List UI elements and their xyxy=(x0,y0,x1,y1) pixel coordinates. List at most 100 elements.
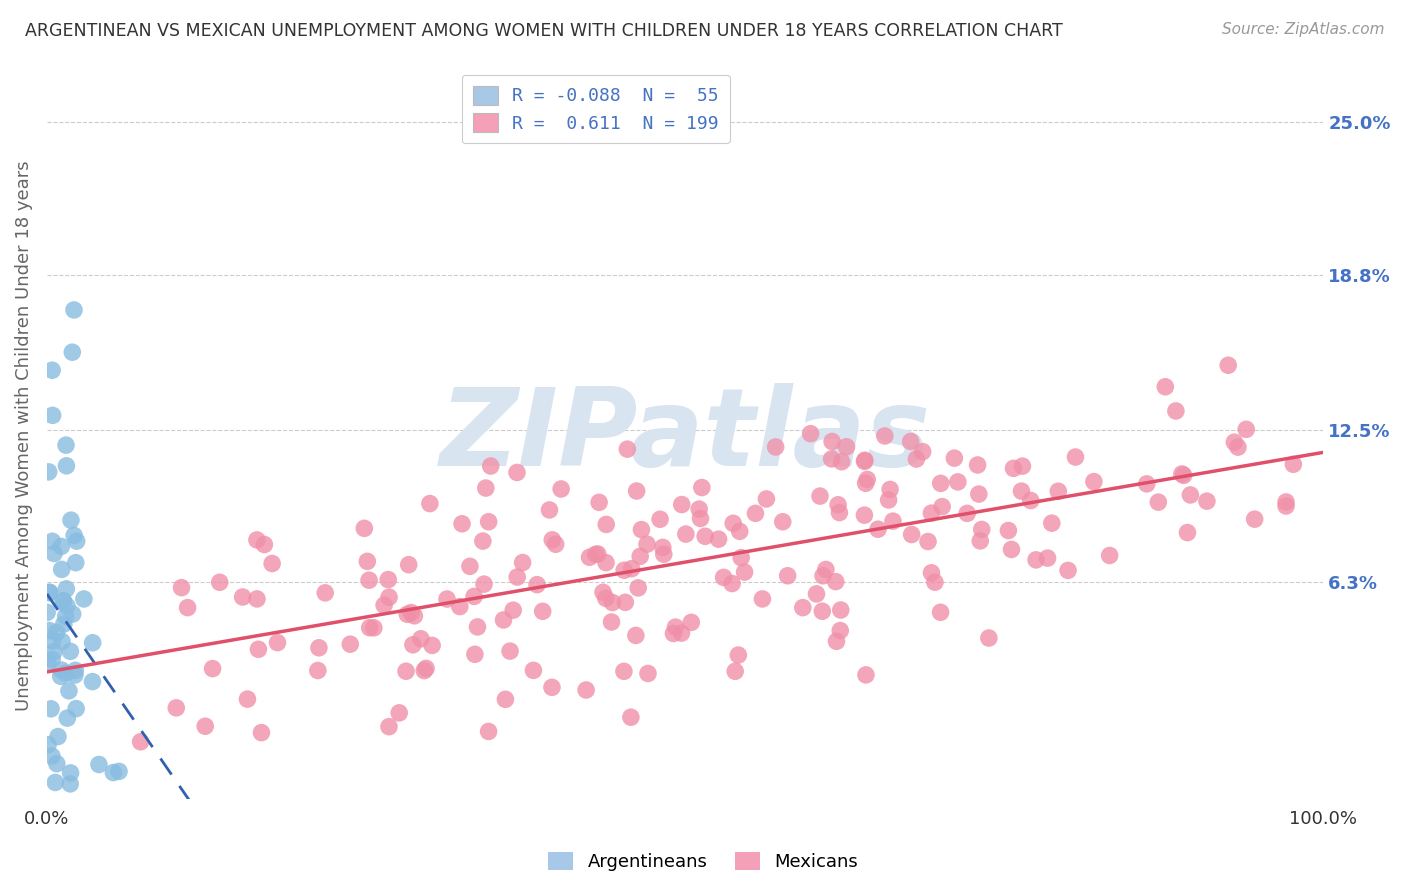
Point xyxy=(662,626,685,640)
Point xyxy=(943,451,966,466)
Point xyxy=(728,524,751,539)
Point xyxy=(377,573,399,587)
Point xyxy=(42,547,65,561)
Point xyxy=(250,725,273,739)
Point xyxy=(827,498,849,512)
Point xyxy=(87,757,110,772)
Point xyxy=(824,574,846,589)
Point xyxy=(55,582,77,596)
Point xyxy=(856,472,879,486)
Point xyxy=(620,710,643,724)
Point xyxy=(58,683,80,698)
Point xyxy=(108,764,131,779)
Point xyxy=(855,476,877,491)
Point xyxy=(41,409,63,423)
Point xyxy=(246,591,269,606)
Point xyxy=(373,598,395,612)
Point xyxy=(1011,459,1033,474)
Point xyxy=(800,426,823,441)
Point xyxy=(499,644,522,658)
Point xyxy=(831,455,853,469)
Point xyxy=(492,613,515,627)
Point xyxy=(51,634,73,648)
Point xyxy=(314,586,336,600)
Point xyxy=(464,648,486,662)
Point xyxy=(39,702,62,716)
Point xyxy=(41,534,63,549)
Point xyxy=(247,642,270,657)
Point xyxy=(42,645,65,659)
Point xyxy=(63,668,86,682)
Point xyxy=(595,591,617,606)
Point xyxy=(541,533,564,547)
Point xyxy=(51,663,73,677)
Point xyxy=(821,434,844,449)
Point xyxy=(671,498,693,512)
Point xyxy=(575,683,598,698)
Point xyxy=(201,662,224,676)
Point xyxy=(208,575,231,590)
Point xyxy=(1223,435,1246,450)
Point xyxy=(38,585,60,599)
Point xyxy=(307,664,329,678)
Legend: R = -0.088  N =  55, R =  0.611  N = 199: R = -0.088 N = 55, R = 0.611 N = 199 xyxy=(461,75,730,144)
Point xyxy=(825,634,848,648)
Point xyxy=(522,664,544,678)
Point xyxy=(1177,525,1199,540)
Text: ARGENTINEAN VS MEXICAN UNEMPLOYMENT AMONG WOMEN WITH CHILDREN UNDER 18 YEARS COR: ARGENTINEAN VS MEXICAN UNEMPLOYMENT AMON… xyxy=(25,22,1063,40)
Point xyxy=(37,657,59,671)
Point xyxy=(956,507,979,521)
Point xyxy=(828,506,851,520)
Point xyxy=(689,511,711,525)
Point xyxy=(946,475,969,489)
Point xyxy=(751,591,773,606)
Point xyxy=(808,489,831,503)
Point xyxy=(613,665,636,679)
Point xyxy=(970,523,993,537)
Point xyxy=(636,537,658,551)
Point xyxy=(1173,468,1195,483)
Point xyxy=(627,581,650,595)
Point xyxy=(378,591,401,605)
Point xyxy=(924,575,946,590)
Point xyxy=(616,442,638,457)
Point xyxy=(236,692,259,706)
Point xyxy=(44,775,66,789)
Point xyxy=(628,549,651,564)
Point xyxy=(475,481,498,495)
Point xyxy=(1226,440,1249,454)
Point xyxy=(929,476,952,491)
Point xyxy=(458,559,481,574)
Point xyxy=(396,607,419,622)
Point xyxy=(526,577,548,591)
Point xyxy=(917,534,939,549)
Point xyxy=(266,635,288,649)
Point xyxy=(449,599,471,614)
Point xyxy=(820,451,842,466)
Point xyxy=(55,666,77,681)
Point xyxy=(38,585,60,599)
Point xyxy=(997,524,1019,538)
Point xyxy=(415,661,437,675)
Point xyxy=(1234,422,1257,436)
Point xyxy=(55,438,77,452)
Point xyxy=(675,527,697,541)
Point xyxy=(905,452,928,467)
Point xyxy=(388,706,411,720)
Point xyxy=(835,440,858,454)
Point xyxy=(494,692,516,706)
Point xyxy=(651,541,673,555)
Point xyxy=(37,738,59,752)
Point xyxy=(52,617,75,632)
Point xyxy=(830,603,852,617)
Point xyxy=(695,529,717,543)
Point xyxy=(586,547,609,561)
Point xyxy=(1275,495,1298,509)
Point xyxy=(59,777,82,791)
Point xyxy=(931,500,953,514)
Point xyxy=(792,600,814,615)
Point xyxy=(531,604,554,618)
Point xyxy=(814,562,837,576)
Point xyxy=(1064,450,1087,464)
Point xyxy=(811,569,834,583)
